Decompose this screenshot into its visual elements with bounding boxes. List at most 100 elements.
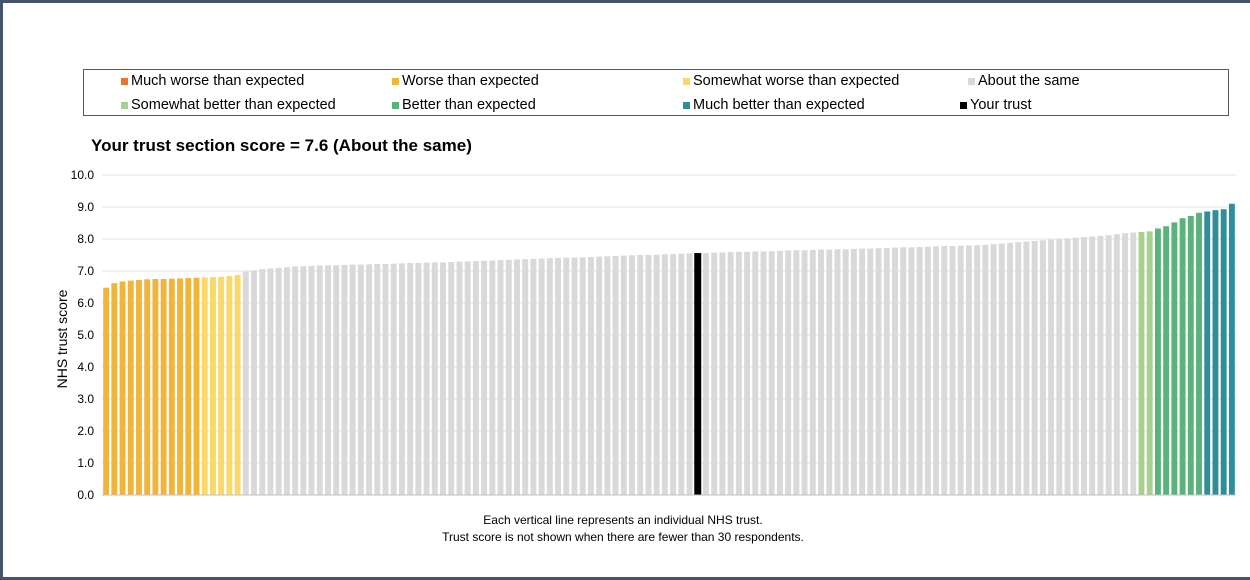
bar-worse — [193, 277, 200, 495]
bar-about-same — [965, 245, 972, 495]
bar-about-same — [842, 249, 849, 495]
bar-worse — [119, 281, 126, 495]
bar-about-same — [267, 268, 274, 495]
bar-about-same — [883, 247, 890, 495]
y-tick-label: 4.0 — [77, 360, 94, 374]
bar-about-same — [587, 256, 594, 495]
legend-label: Your trust — [970, 97, 1032, 113]
bar-about-same — [661, 254, 668, 495]
bar-worse — [177, 278, 184, 495]
bar-about-same — [1023, 241, 1030, 495]
bar-better — [1187, 215, 1194, 495]
bar-somewhat-better — [1146, 231, 1153, 495]
bar-about-same — [998, 243, 1005, 495]
bar-about-same — [259, 269, 266, 495]
legend-item-somewhat-better: Somewhat better than expected — [121, 97, 336, 113]
bar-about-same — [900, 247, 907, 495]
bar-about-same — [448, 262, 455, 495]
bar-about-same — [801, 250, 808, 495]
bar-about-same — [596, 256, 603, 495]
bar-worse — [103, 287, 110, 495]
bar-much-better — [1228, 203, 1235, 496]
legend-swatch-much-worse — [121, 77, 128, 85]
bar-somewhat-worse — [226, 276, 233, 495]
legend-item-worse: Worse than expected — [392, 73, 539, 89]
bar-about-same — [1031, 240, 1038, 495]
bar-about-same — [859, 248, 866, 495]
bar-about-same — [464, 261, 471, 495]
bar-about-same — [678, 253, 685, 495]
bar-about-same — [382, 263, 389, 495]
bar-about-same — [505, 259, 512, 495]
y-tick-label: 3.0 — [77, 392, 94, 406]
bar-about-same — [1089, 236, 1096, 495]
bar-about-same — [686, 253, 693, 495]
bar-about-same — [834, 249, 841, 495]
bar-about-same — [472, 261, 479, 495]
bar-about-same — [653, 254, 660, 495]
bar-about-same — [637, 255, 644, 495]
bar-about-same — [555, 257, 562, 495]
bar-worse — [152, 279, 159, 495]
bar-about-same — [1072, 237, 1079, 495]
bar-worse — [111, 283, 118, 495]
bar-about-same — [949, 246, 956, 495]
y-tick-label: 8.0 — [77, 232, 94, 246]
bar-about-same — [1039, 240, 1046, 495]
bar-about-same — [1007, 242, 1013, 495]
bar-about-same — [275, 267, 282, 495]
bar-about-same — [933, 246, 940, 495]
bar-better — [1196, 212, 1202, 495]
legend-item-much-better: Much better than expected — [683, 97, 865, 113]
bar-somewhat-worse — [218, 276, 225, 495]
bar-about-same — [1056, 239, 1063, 495]
bar-about-same — [283, 267, 290, 495]
legend-item-about-same: About the same — [968, 73, 1080, 89]
bar-about-same — [875, 248, 882, 495]
y-tick-label: 5.0 — [77, 328, 94, 342]
legend-swatch-worse — [392, 77, 399, 85]
legend-label: Much better than expected — [693, 97, 865, 113]
bar-about-same — [776, 250, 783, 495]
bar-about-same — [546, 258, 553, 495]
bar-worse — [136, 279, 142, 495]
legend-swatch-better — [392, 101, 399, 109]
legend-item-somewhat-worse: Somewhat worse than expected — [683, 73, 899, 89]
bar-about-same — [366, 264, 373, 495]
bar-about-same — [1113, 234, 1120, 495]
bar-about-same — [1081, 237, 1087, 495]
bar-about-same — [957, 245, 964, 495]
bar-about-same — [242, 271, 249, 495]
bar-better — [1154, 228, 1161, 495]
bar-worse — [144, 279, 151, 495]
bar-better — [1179, 218, 1186, 495]
legend-swatch-much-better — [683, 101, 690, 109]
bar-about-same — [1097, 235, 1104, 496]
legend-item-much-worse: Much worse than expected — [121, 73, 304, 89]
bar-about-same — [793, 250, 800, 495]
bar-about-same — [514, 259, 520, 495]
y-axis-label: NHS trust score — [54, 289, 70, 388]
bar-much-better — [1220, 209, 1227, 496]
bar-about-same — [850, 248, 857, 495]
bar-about-same — [941, 246, 948, 495]
chart-note-1: Each vertical line represents an individ… — [483, 513, 763, 527]
bar-about-same — [349, 264, 356, 495]
y-tick-label: 10.0 — [71, 168, 95, 182]
bar-somewhat-better — [1138, 231, 1145, 495]
bar-about-same — [645, 255, 652, 495]
bar-about-same — [1064, 238, 1071, 496]
bar-about-same — [612, 255, 619, 495]
bar-about-same — [333, 265, 340, 495]
bar-worse — [127, 280, 134, 495]
bar-better — [1171, 222, 1178, 496]
bar-somewhat-worse — [234, 274, 241, 495]
bar-worse — [185, 278, 192, 495]
y-tick-label: 0.0 — [77, 488, 94, 502]
bar-about-same — [538, 258, 545, 495]
bar-about-same — [489, 260, 496, 495]
bar-about-same — [1105, 235, 1112, 495]
bar-about-same — [752, 251, 759, 495]
bar-about-same — [325, 265, 331, 495]
